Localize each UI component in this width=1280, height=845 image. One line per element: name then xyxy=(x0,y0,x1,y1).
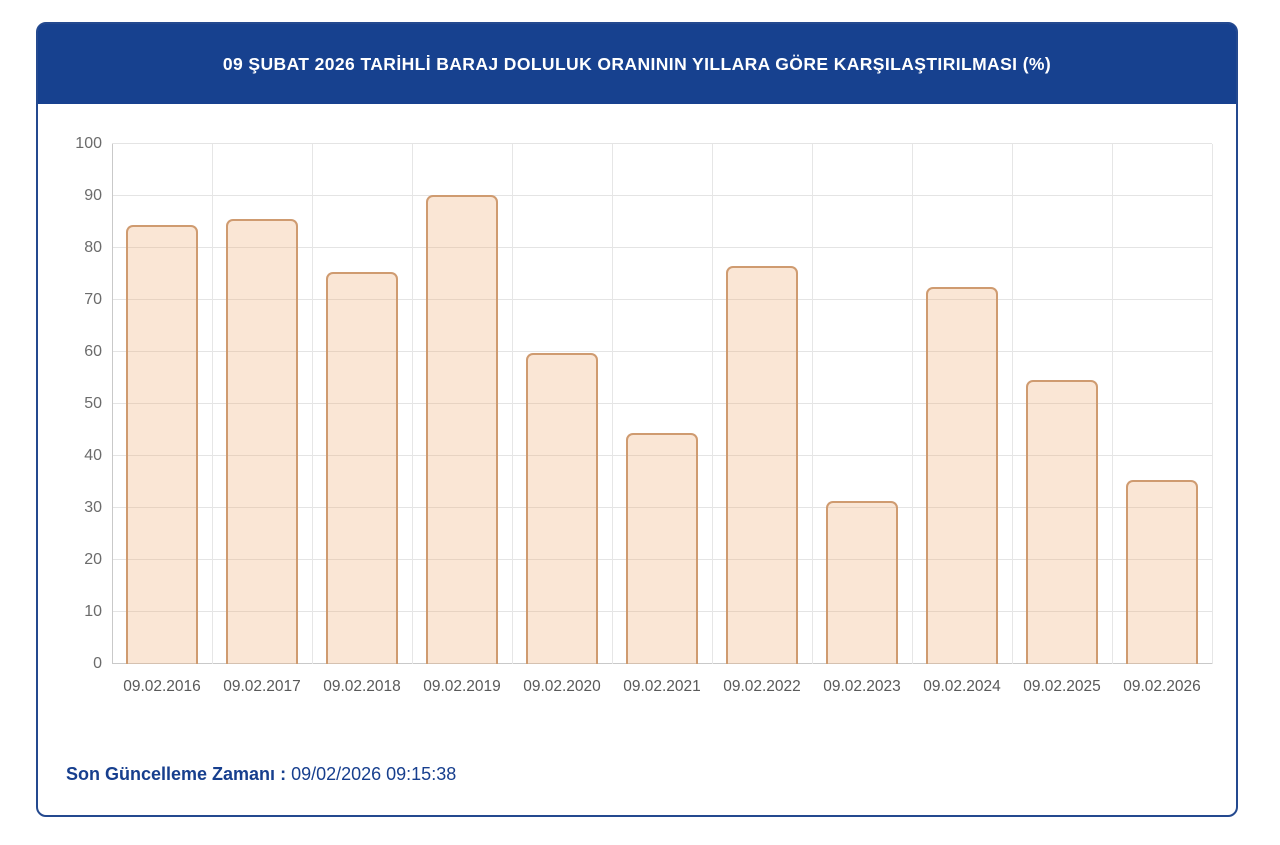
last-update-line: Son Güncelleme Zamanı : 09/02/2026 09:15… xyxy=(38,764,1236,785)
y-axis-line xyxy=(112,144,113,664)
last-update-separator: : xyxy=(275,764,292,784)
gridline-y-20 xyxy=(112,559,1212,560)
y-axis-tick-label: 30 xyxy=(84,499,102,516)
gridline-x xyxy=(1012,144,1013,664)
bar-09.02.2019[interactable] xyxy=(426,195,498,664)
y-axis-tick-label: 100 xyxy=(75,135,102,152)
last-update-label: Son Güncelleme Zamanı xyxy=(66,764,276,784)
x-axis-category-label: 09.02.2021 xyxy=(623,678,701,695)
gridline-x xyxy=(1112,144,1113,664)
dam-occupancy-panel: 09 ŞUBAT 2026 TARİHLİ BARAJ DOLULUK ORAN… xyxy=(36,22,1238,817)
bar-09.02.2026[interactable] xyxy=(1126,480,1198,664)
x-axis-category-label: 09.02.2020 xyxy=(523,678,601,695)
bar-chart: 0 10 20 30 40 50 60 70 80 90 100 09.02.2016 09.02.2… xyxy=(38,104,1236,700)
x-axis-category-label: 09.02.2026 xyxy=(1123,678,1201,695)
bar-09.02.2021[interactable] xyxy=(626,433,698,664)
gridline-x xyxy=(712,144,713,664)
gridline-x xyxy=(1212,144,1213,664)
gridline-y-60 xyxy=(112,351,1212,352)
x-axis-category-label: 09.02.2023 xyxy=(823,678,901,695)
bar-09.02.2016[interactable] xyxy=(126,225,198,664)
y-axis-tick-label: 0 xyxy=(93,655,102,672)
gridline-x xyxy=(812,144,813,664)
gridline-y-70 xyxy=(112,299,1212,300)
gridline-y-30 xyxy=(112,507,1212,508)
y-axis-tick-label: 50 xyxy=(84,395,102,412)
bar-09.02.2023[interactable] xyxy=(826,501,898,664)
gridline-x xyxy=(912,144,913,664)
gridline-y-90 xyxy=(112,195,1212,196)
y-axis-tick-label: 80 xyxy=(84,239,102,256)
last-update-value: 09/02/2026 09:15:38 xyxy=(291,764,457,784)
gridline-x xyxy=(212,144,213,664)
gridline-y-100 xyxy=(112,143,1212,144)
x-axis-category-label: 09.02.2025 xyxy=(1023,678,1101,695)
gridline-y-40 xyxy=(112,455,1212,456)
gridline-x xyxy=(512,144,513,664)
y-axis-tick-label: 90 xyxy=(84,187,102,204)
y-axis-tick-label: 40 xyxy=(84,447,102,464)
bar-09.02.2024[interactable] xyxy=(926,287,998,664)
gridline-x xyxy=(312,144,313,664)
gridline-x xyxy=(612,144,613,664)
gridline-y-10 xyxy=(112,611,1212,612)
x-axis-category-label: 09.02.2019 xyxy=(423,678,501,695)
y-axis-tick-label: 20 xyxy=(84,551,102,568)
y-axis-tick-label: 60 xyxy=(84,343,102,360)
x-axis-category-label: 09.02.2017 xyxy=(223,678,301,695)
x-axis-category-label: 09.02.2018 xyxy=(323,678,401,695)
bar-09.02.2022[interactable] xyxy=(726,266,798,664)
plot-area xyxy=(112,143,1213,664)
x-axis-category-label: 09.02.2022 xyxy=(723,678,801,695)
bar-09.02.2020[interactable] xyxy=(526,353,598,664)
bar-09.02.2017[interactable] xyxy=(226,219,298,664)
gridline-x xyxy=(412,144,413,664)
bar-09.02.2018[interactable] xyxy=(326,272,398,664)
gridline-y-0 xyxy=(112,663,1212,664)
y-axis-tick-label: 70 xyxy=(84,291,102,308)
chart-title: 09 ŞUBAT 2026 TARİHLİ BARAJ DOLULUK ORAN… xyxy=(222,53,1052,74)
x-axis-category-label: 09.02.2024 xyxy=(923,678,1001,695)
x-axis-category-label: 09.02.2016 xyxy=(123,678,201,695)
bar-09.02.2025[interactable] xyxy=(1026,380,1098,664)
gridline-y-80 xyxy=(112,247,1212,248)
title-bar: 09 ŞUBAT 2026 TARİHLİ BARAJ DOLULUK ORAN… xyxy=(38,24,1236,104)
y-axis-tick-label: 10 xyxy=(84,603,102,620)
gridline-y-50 xyxy=(112,403,1212,404)
